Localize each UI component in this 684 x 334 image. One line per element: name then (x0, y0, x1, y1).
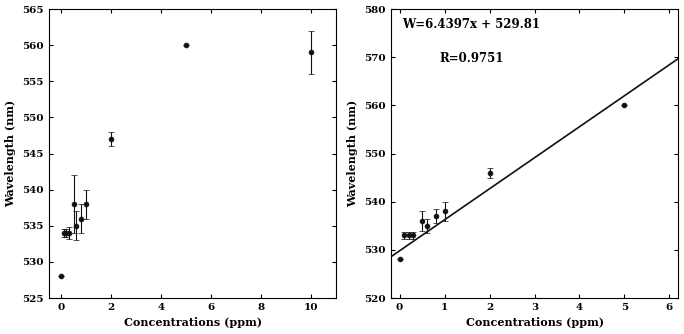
Text: W=6.4397x + 529.81: W=6.4397x + 529.81 (402, 18, 540, 31)
Text: R=0.9751: R=0.9751 (439, 52, 503, 65)
X-axis label: Concentrations (ppm): Concentrations (ppm) (466, 317, 603, 328)
Y-axis label: Wavelength (nm): Wavelength (nm) (5, 100, 16, 207)
X-axis label: Concentrations (ppm): Concentrations (ppm) (124, 317, 261, 328)
Y-axis label: Wavelength (nm): Wavelength (nm) (347, 100, 358, 207)
